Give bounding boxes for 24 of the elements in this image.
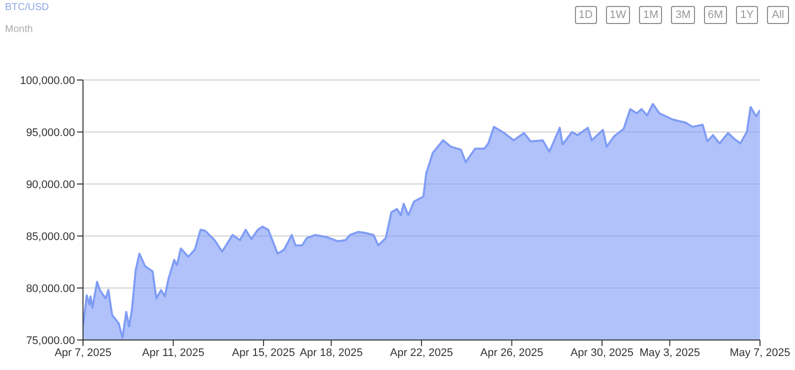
chart-title: BTC/USD <box>5 2 49 13</box>
range-button: 1M <box>639 6 662 24</box>
x-tick-label: Apr 11, 2025 <box>142 346 204 359</box>
y-tick-label: 100,000.00 <box>20 74 75 87</box>
range-button: 1W <box>606 6 630 24</box>
x-tick-label: Apr 15, 2025 <box>232 346 296 359</box>
range-button: 1D <box>574 6 597 24</box>
x-tick-label: Apr 30, 2025 <box>570 346 634 359</box>
y-tick-label: 95,000.00 <box>26 126 75 139</box>
x-tick-label: Apr 22, 2025 <box>390 346 453 359</box>
range-button: 6M <box>704 6 727 24</box>
y-tick-label: 85,000.00 <box>26 230 75 243</box>
x-tick-label: May 3, 2025 <box>639 346 700 359</box>
y-tick-label: 80,000.00 <box>26 282 75 295</box>
y-tick-label: 90,000.00 <box>26 178 75 191</box>
x-tick-label: Apr 18, 2025 <box>300 346 363 359</box>
x-tick-label: Apr 26, 2025 <box>480 346 544 359</box>
range-button: All <box>767 6 789 24</box>
chart-subtitle: Month <box>5 24 33 35</box>
range-button: 3M <box>671 6 695 24</box>
y-tick-label: 75,000.00 <box>26 334 75 347</box>
x-tick-label: Apr 7, 2025 <box>54 346 112 359</box>
range-button: 1Y <box>736 6 758 24</box>
x-tick-label: May 7, 2025 <box>730 346 790 359</box>
